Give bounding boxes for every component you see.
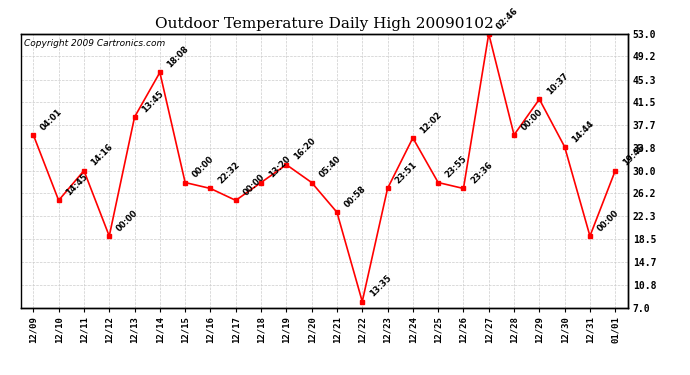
Text: 14:45: 14:45: [64, 172, 90, 198]
Text: 12:02: 12:02: [418, 110, 444, 135]
Text: 13:45: 13:45: [140, 89, 166, 114]
Text: 23:55: 23:55: [444, 154, 469, 180]
Text: 19:46: 19:46: [621, 142, 646, 168]
Text: 00:00: 00:00: [241, 172, 266, 198]
Text: 16:20: 16:20: [292, 136, 317, 162]
Text: 14:44: 14:44: [570, 118, 595, 144]
Text: 00:58: 00:58: [342, 184, 368, 210]
Text: 23:51: 23:51: [393, 160, 418, 186]
Text: 23:36: 23:36: [469, 160, 494, 186]
Text: 00:00: 00:00: [115, 208, 140, 233]
Text: 04:01: 04:01: [39, 107, 64, 132]
Text: 00:00: 00:00: [595, 208, 620, 233]
Text: 22:32: 22:32: [216, 160, 241, 186]
Text: 13:20: 13:20: [266, 154, 292, 180]
Text: 18:08: 18:08: [166, 45, 190, 70]
Text: 05:40: 05:40: [317, 154, 342, 180]
Text: 13:35: 13:35: [368, 274, 393, 299]
Text: Copyright 2009 Cartronics.com: Copyright 2009 Cartronics.com: [23, 39, 165, 48]
Text: 00:00: 00:00: [190, 155, 216, 180]
Text: 10:37: 10:37: [545, 71, 570, 96]
Text: 00:00: 00:00: [520, 107, 544, 132]
Text: 02:46: 02:46: [494, 6, 520, 31]
Title: Outdoor Temperature Daily High 20090102: Outdoor Temperature Daily High 20090102: [155, 17, 493, 31]
Text: 14:16: 14:16: [90, 142, 115, 168]
